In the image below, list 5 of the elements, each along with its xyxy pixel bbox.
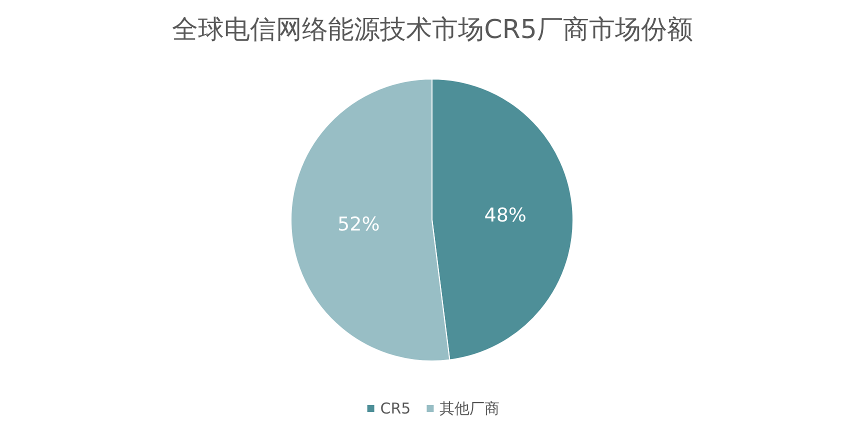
legend-label: CR5 bbox=[380, 400, 411, 418]
legend-label: 其他厂商 bbox=[440, 400, 500, 418]
data-label: 48% bbox=[484, 204, 526, 226]
data-label: 52% bbox=[338, 214, 380, 236]
chart-title: 全球电信网络能源技术市场CR5厂商市场份额 bbox=[172, 15, 693, 45]
